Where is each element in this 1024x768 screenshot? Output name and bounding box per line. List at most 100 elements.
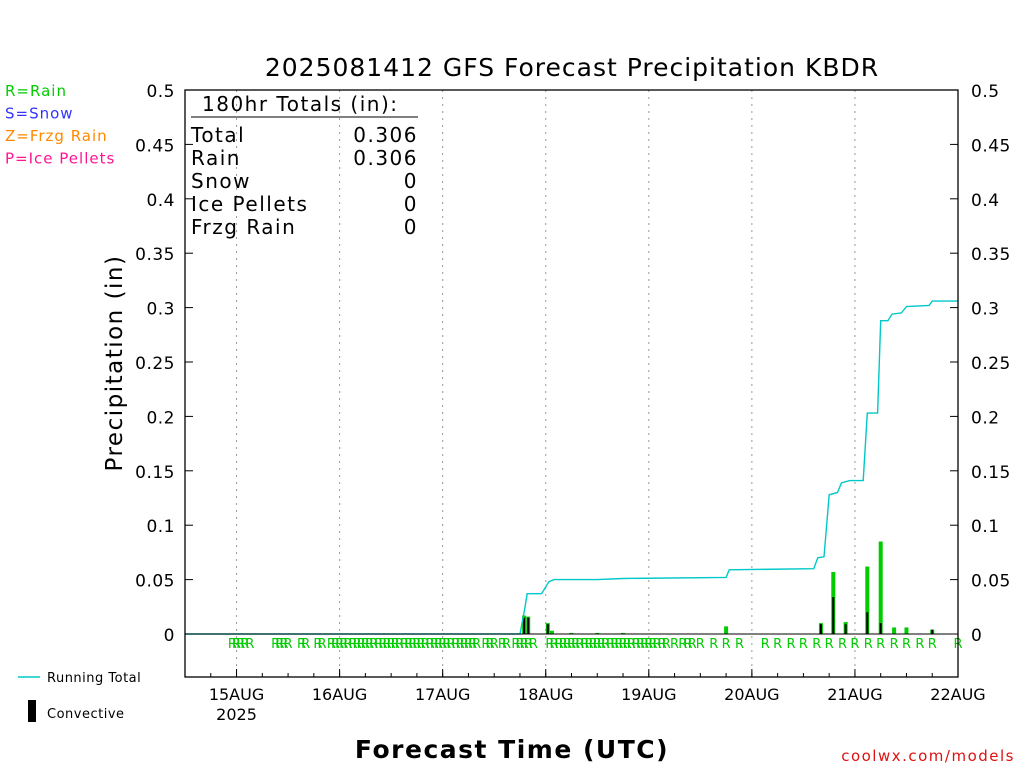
plot-frame bbox=[184, 89, 959, 678]
y-tick-label: 0.5 bbox=[146, 82, 175, 102]
y-tick-label-right: 0.25 bbox=[971, 354, 1011, 374]
precip-type-marker: R bbox=[452, 637, 461, 652]
precip-type-legend-item: S=Snow bbox=[5, 105, 74, 123]
precip-type-marker: R bbox=[838, 637, 847, 652]
precip-type-marker: R bbox=[864, 637, 873, 652]
precip-type-marker: R bbox=[610, 637, 619, 652]
x-tick-label: 17AUG bbox=[415, 685, 470, 704]
precip-type-marker: R bbox=[876, 637, 885, 652]
precip-type-marker: R bbox=[343, 637, 352, 652]
precip-type-marker: R bbox=[511, 637, 520, 652]
x-tick-label: 16AUG bbox=[312, 685, 367, 704]
precip-type-marker: R bbox=[404, 637, 413, 652]
precip-type-marker: R bbox=[297, 637, 306, 652]
precip-type-marker: R bbox=[640, 637, 649, 652]
totals-row-value: 0 bbox=[404, 192, 418, 216]
precip-type-legend-item: Z=Frzg Rain bbox=[5, 127, 108, 145]
convective-bar bbox=[844, 624, 847, 634]
y-tick-label-right: 0.05 bbox=[971, 572, 1011, 592]
convective-bar bbox=[527, 617, 530, 634]
precip-type-marker: R bbox=[580, 637, 589, 652]
precip-type-marker: R bbox=[653, 637, 662, 652]
precip-type-marker: R bbox=[400, 637, 409, 652]
y-axis-right: 0 0.05 0.1 0.15 0.2 0.25 0.3 0.35 0.4 0.45 0.5 bbox=[950, 82, 1011, 646]
grid-lines bbox=[236, 90, 856, 677]
precip-type-marker: R bbox=[614, 637, 623, 652]
totals-box: 180hr Totals (in): Total 0.306 Rain 0.306 Sn… bbox=[190, 92, 418, 239]
x-tick-label: 20AUG bbox=[724, 685, 779, 704]
y-tick-label-right: 0.35 bbox=[971, 245, 1011, 265]
precip-type-marker: R bbox=[275, 637, 284, 652]
convective-legend-label: Convective bbox=[47, 707, 125, 722]
precip-type-legend-item: R=Rain bbox=[5, 82, 67, 100]
precip-type-marker: R bbox=[456, 637, 465, 652]
precip-type-marker: R bbox=[696, 637, 705, 652]
totals-row-value: 0.306 bbox=[353, 123, 418, 147]
running-total-line bbox=[185, 300, 958, 635]
y-tick-label: 0.4 bbox=[146, 191, 175, 211]
totals-row-label: Frzg Rain bbox=[191, 215, 296, 239]
precip-type-marker: R bbox=[391, 637, 400, 652]
precip-type-marker: R bbox=[232, 637, 241, 652]
y-tick-label: 0.2 bbox=[146, 408, 175, 428]
running-total-legend-label: Running Total bbox=[47, 671, 141, 686]
totals-row-value: 0.306 bbox=[353, 146, 418, 170]
convective-bar bbox=[546, 624, 549, 634]
precip-type-marker: R bbox=[787, 637, 796, 652]
precip-type-marker: R bbox=[575, 637, 584, 652]
precip-type-marker: R bbox=[331, 637, 340, 652]
precip-type-marker: R bbox=[313, 637, 322, 652]
y-tick-label-right: 0.1 bbox=[971, 517, 1000, 537]
precip-type-marker: R bbox=[529, 637, 538, 652]
y-tick-label: 0.15 bbox=[135, 463, 175, 483]
y-tick-label: 0.3 bbox=[146, 300, 175, 320]
precip-type-marker: R bbox=[589, 637, 598, 652]
precip-type-marker: R bbox=[348, 637, 357, 652]
precip-type-marker: R bbox=[567, 637, 576, 652]
precip-type-marker: R bbox=[902, 637, 911, 652]
precip-type-marker: R bbox=[722, 637, 731, 652]
precip-type-marker: R bbox=[481, 637, 490, 652]
precip-type-marker: R bbox=[915, 637, 924, 652]
precip-type-marker: R bbox=[520, 637, 529, 652]
precip-type-marker: R bbox=[688, 637, 697, 652]
precip-type-marker: R bbox=[571, 637, 580, 652]
precip-type-marker: R bbox=[515, 637, 524, 652]
precip-type-marker: R bbox=[468, 637, 477, 652]
y-tick-label: 0 bbox=[164, 626, 175, 646]
x-tick-sublabel: 2025 bbox=[216, 705, 257, 724]
precip-type-marker: R bbox=[498, 637, 507, 652]
precip-type-marker: R bbox=[648, 637, 657, 652]
convective-bar bbox=[832, 597, 835, 634]
precip-type-marker: R bbox=[486, 637, 495, 652]
totals-row-label: Rain bbox=[191, 146, 241, 170]
rain-bar bbox=[569, 632, 574, 634]
precip-type-marker: R bbox=[412, 637, 421, 652]
x-tick-label: 21AUG bbox=[827, 685, 882, 704]
precip-type-marker: R bbox=[460, 637, 469, 652]
x-tick-label: 18AUG bbox=[518, 685, 573, 704]
precip-type-marker: R bbox=[382, 637, 391, 652]
rain-bar bbox=[621, 632, 626, 634]
precip-type-marker: R bbox=[353, 637, 362, 652]
precip-type-legend: R=Rain S=Snow Z=Frzg Rain P=Ice Pellets bbox=[5, 82, 114, 168]
rain-bar bbox=[904, 627, 909, 634]
precip-type-marker: R bbox=[549, 637, 558, 652]
precip-type-marker: R bbox=[799, 637, 808, 652]
x-tick-label: 15AUG bbox=[209, 685, 264, 704]
precip-type-marker: R bbox=[416, 637, 425, 652]
precip-type-marker: R bbox=[812, 637, 821, 652]
precip-type-marker: R bbox=[490, 637, 499, 652]
precip-type-marker: R bbox=[245, 637, 254, 652]
y-tick-label: 0.1 bbox=[146, 517, 175, 537]
precip-type-marker: R bbox=[563, 637, 572, 652]
precip-type-marker: R bbox=[593, 637, 602, 652]
y-tick-label: 0.35 bbox=[135, 245, 175, 265]
precip-type-marker: R bbox=[761, 637, 770, 652]
precip-type-marker: R bbox=[890, 637, 899, 652]
precip-type-marker: R bbox=[357, 637, 366, 652]
precip-type-marker: R bbox=[361, 637, 370, 652]
